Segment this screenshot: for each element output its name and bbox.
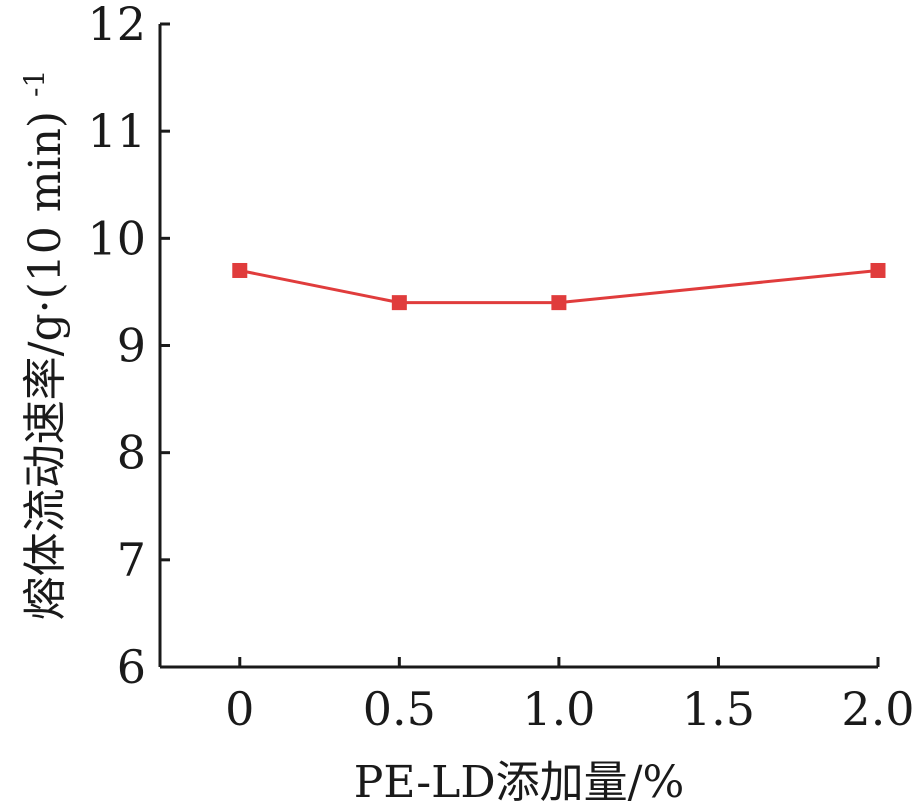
series-layer	[232, 262, 886, 311]
x-tick-label: 2.0	[841, 682, 914, 736]
y-tick-label: 9	[117, 319, 146, 373]
y-tick-label: 8	[117, 426, 146, 480]
y-tick-label: 6	[117, 640, 146, 694]
data-point	[870, 262, 886, 278]
svg-text:熔体流动速率/g·(10 min) -1: 熔体流动速率/g·(10 min) -1	[18, 70, 71, 621]
x-tick-label: 1.5	[682, 682, 755, 736]
x-axis-title: PE-LD添加量/%	[354, 757, 685, 808]
y-axis-title: 熔体流动速率/g·(10 min)	[20, 111, 71, 620]
x-axis-ticks: 0 0.5 1.0 1.5 2.0	[225, 657, 914, 736]
x-tick-label: 0	[225, 682, 254, 736]
x-tick-label: 1.0	[522, 682, 595, 736]
data-point	[551, 295, 567, 311]
data-point	[391, 295, 407, 311]
y-tick-label: 7	[117, 533, 146, 587]
y-tick-label: 11	[87, 104, 146, 158]
plot-area: 6 7 8 9 10 11 12 0 0.5 1.0 1.5 2.0	[87, 0, 914, 736]
y-axis-title-superscript: -1	[18, 70, 51, 97]
y-axis-title-group: 熔体流动速率/g·(10 min) -1	[18, 70, 71, 621]
x-tick-label: 0.5	[363, 682, 436, 736]
data-point	[232, 262, 248, 278]
y-tick-label: 10	[87, 211, 146, 265]
y-tick-label: 12	[87, 0, 146, 51]
y-axis-ticks: 6 7 8 9 10 11 12	[87, 0, 170, 694]
series-line	[239, 268, 879, 305]
